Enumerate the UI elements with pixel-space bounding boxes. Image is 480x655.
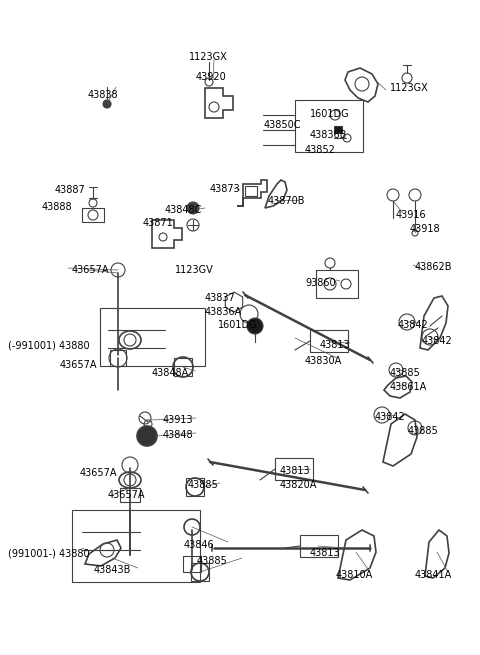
Text: 43871: 43871: [143, 218, 174, 228]
Bar: [183, 556, 201, 572]
Text: 43850C: 43850C: [264, 120, 301, 130]
Text: 43885: 43885: [390, 368, 421, 378]
Circle shape: [137, 426, 157, 446]
Circle shape: [187, 202, 199, 214]
Text: 43813: 43813: [310, 548, 341, 558]
Text: 1123GX: 1123GX: [189, 52, 228, 62]
Text: 43913: 43913: [163, 415, 193, 425]
Text: 43848A: 43848A: [152, 368, 189, 378]
Text: 1601DG: 1601DG: [310, 109, 349, 119]
Text: 43885: 43885: [188, 480, 219, 490]
Text: 43843B: 43843B: [94, 565, 132, 575]
Bar: [100, 308, 205, 366]
Text: 43848: 43848: [163, 430, 193, 440]
Text: 93860: 93860: [305, 278, 336, 288]
Text: 43810A: 43810A: [336, 570, 373, 580]
Bar: [316, 270, 358, 298]
Text: 43862B: 43862B: [415, 262, 453, 272]
Text: 43870B: 43870B: [268, 196, 305, 206]
Bar: [300, 535, 338, 557]
Bar: [174, 358, 192, 376]
Text: 43842: 43842: [398, 320, 429, 330]
Bar: [275, 458, 313, 480]
Text: 43836B: 43836B: [310, 130, 348, 140]
Text: (-991001) 43880: (-991001) 43880: [8, 340, 90, 350]
Bar: [191, 563, 209, 581]
Bar: [295, 100, 363, 152]
Text: 43918: 43918: [410, 224, 441, 234]
Text: 1601DG: 1601DG: [218, 320, 258, 330]
Text: 1123GX: 1123GX: [390, 83, 429, 93]
Bar: [120, 488, 140, 502]
Text: 43657A: 43657A: [72, 265, 109, 275]
Text: 43861A: 43861A: [390, 382, 427, 392]
Text: 43852: 43852: [305, 145, 336, 155]
Bar: [245, 186, 257, 196]
Text: 43842: 43842: [375, 412, 406, 422]
Text: 43885: 43885: [197, 556, 228, 566]
Text: 1123GV: 1123GV: [175, 265, 214, 275]
Bar: [310, 330, 348, 352]
Text: 43885: 43885: [408, 426, 439, 436]
Bar: [72, 510, 200, 582]
Text: 43841A: 43841A: [415, 570, 452, 580]
Text: 43837: 43837: [205, 293, 236, 303]
Text: 43836A: 43836A: [205, 307, 242, 317]
Text: 43873: 43873: [210, 184, 241, 194]
Text: 43657A: 43657A: [60, 360, 97, 370]
Text: 43820A: 43820A: [280, 480, 317, 490]
Text: 43842: 43842: [422, 336, 453, 346]
Text: 43848C: 43848C: [165, 205, 203, 215]
Text: 43888: 43888: [42, 202, 72, 212]
Text: 43830A: 43830A: [305, 356, 342, 366]
Bar: [334, 126, 342, 133]
Circle shape: [103, 100, 111, 108]
Text: 43838: 43838: [88, 90, 119, 100]
Text: 43916: 43916: [396, 210, 427, 220]
Text: 43813: 43813: [280, 466, 311, 476]
Bar: [110, 350, 126, 366]
Text: 43657A: 43657A: [80, 468, 118, 478]
Bar: [82, 208, 104, 222]
Circle shape: [247, 318, 263, 334]
Bar: [186, 478, 204, 496]
Text: 43887: 43887: [55, 185, 86, 195]
Text: 43920: 43920: [196, 72, 227, 82]
Text: 43657A: 43657A: [108, 490, 145, 500]
Text: 43813: 43813: [320, 340, 350, 350]
Text: (991001-) 43880: (991001-) 43880: [8, 548, 90, 558]
Text: 43846: 43846: [184, 540, 215, 550]
